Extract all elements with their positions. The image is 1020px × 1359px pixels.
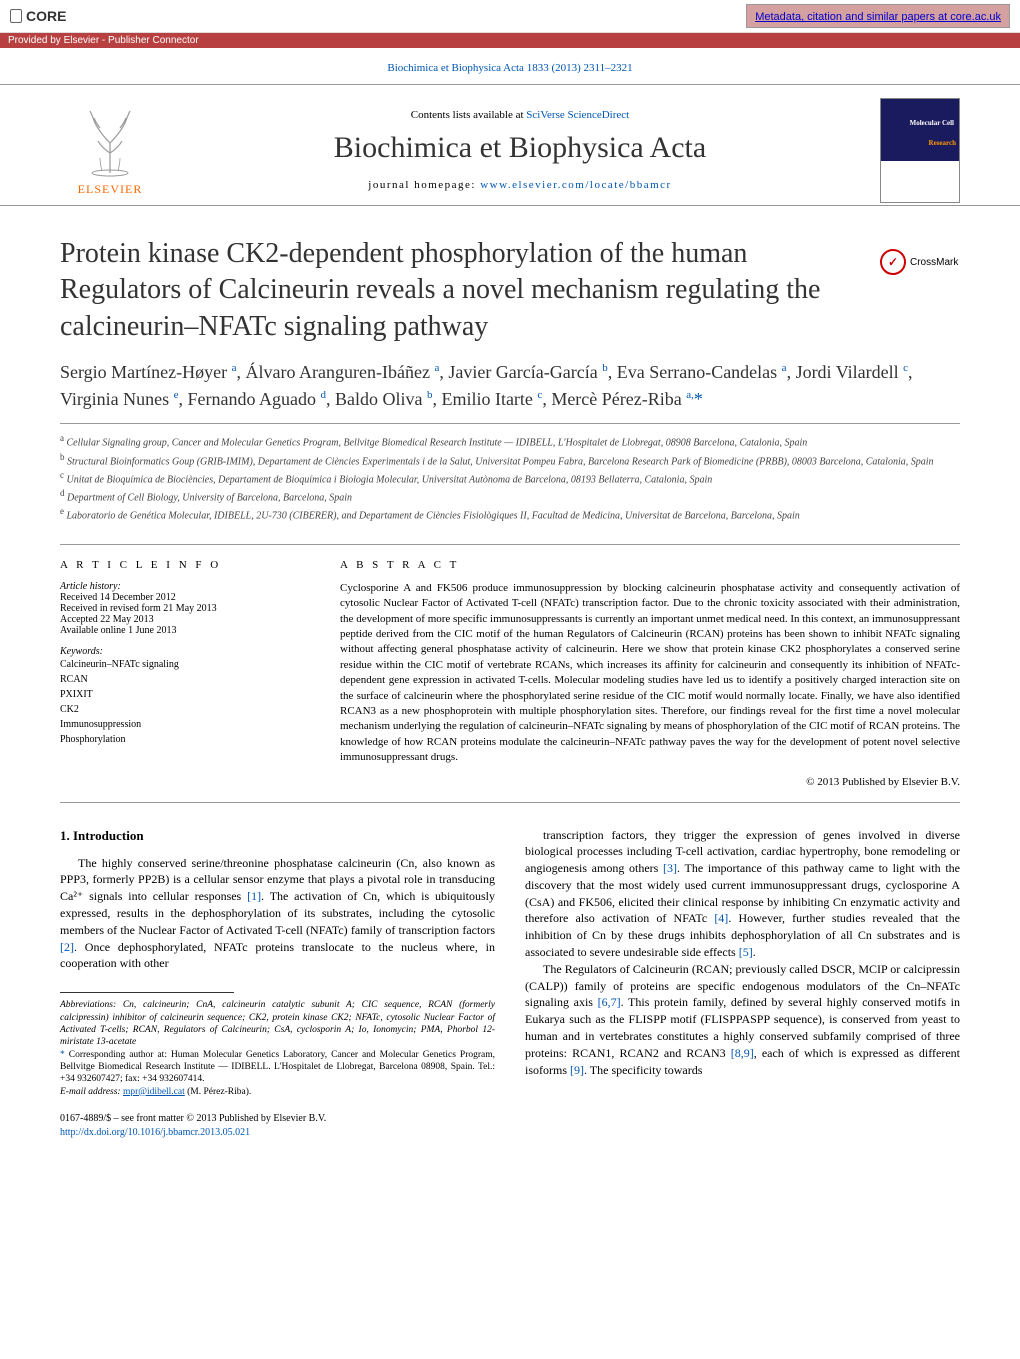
keyword-item: Phosphorylation [60, 732, 300, 747]
authors: Sergio Martínez-Høyer a, Álvaro Arangure… [60, 359, 960, 413]
journal-citation-link[interactable]: Biochimica et Biophysica Acta 1833 (2013… [387, 62, 632, 74]
core-metadata-box: Metadata, citation and similar papers at… [746, 4, 1010, 28]
abstract: A B S T R A C T Cyclosporine A and FK506… [340, 559, 960, 788]
keyword-item: RCAN [60, 672, 300, 687]
journal-cover: Molecular Cell Research [880, 98, 960, 203]
elsevier-tree-icon [70, 103, 150, 178]
history-revised: Received in revised form 21 May 2013 [60, 603, 300, 614]
body-para-3: The Regulators of Calcineurin (RCAN; pre… [525, 961, 960, 1079]
article-title-row: Protein kinase CK2-dependent phosphoryla… [60, 236, 960, 345]
ref-link[interactable]: [2] [60, 940, 74, 954]
affiliation-d: d Department of Cell Biology, University… [60, 487, 960, 505]
cover-text: Molecular Cell [910, 119, 954, 127]
article-info: A R T I C L E I N F O Article history: R… [60, 559, 300, 788]
article-meta: A R T I C L E I N F O Article history: R… [60, 544, 960, 803]
keywords-label: Keywords: [60, 646, 300, 657]
footnotes: Abbreviations: Cn, calcineurin; CnA, cal… [60, 999, 495, 1098]
info-heading: A R T I C L E I N F O [60, 559, 300, 571]
crossmark-badge[interactable]: ✓ CrossMark [880, 242, 960, 282]
affiliation-c: c Unitat de Bioquímica de Biociències, D… [60, 469, 960, 487]
core-logo: CORE [10, 8, 66, 24]
footnote-divider [60, 992, 234, 993]
column-left: 1. Introduction The highly conserved ser… [60, 827, 495, 1141]
keyword-item: Calcineurin–NFATc signaling [60, 657, 300, 672]
history-accepted: Accepted 22 May 2013 [60, 614, 300, 625]
elsevier-logo: ELSEVIER [60, 95, 160, 205]
abstract-text: Cyclosporine A and FK506 produce immunos… [340, 581, 960, 766]
footnote-abbreviations: Abbreviations: Cn, calcineurin; CnA, cal… [60, 999, 495, 1048]
core-metadata-link[interactable]: Metadata, citation and similar papers at… [755, 11, 1001, 23]
keyword-item: CK2 [60, 702, 300, 717]
journal-homepage: journal homepage: www.elsevier.com/locat… [160, 179, 880, 191]
section-heading: 1. Introduction [60, 827, 495, 845]
crossmark-icon: ✓ [880, 249, 906, 275]
footnote-email: E-mail address: mpr@idibell.cat (M. Pére… [60, 1086, 495, 1098]
elsevier-text: ELSEVIER [78, 182, 143, 197]
issn-line: 0167-4889/$ – see front matter © 2013 Pu… [60, 1112, 495, 1126]
keyword-item: PXIXIT [60, 687, 300, 702]
ref-link[interactable]: [8,9] [731, 1046, 754, 1060]
ref-link[interactable]: [4] [714, 911, 728, 925]
affiliations: a Cellular Signaling group, Cancer and M… [60, 423, 960, 524]
contents-list: Contents lists available at SciVerse Sci… [160, 109, 880, 121]
homepage-label: journal homepage: [368, 179, 480, 191]
doi-link[interactable]: http://dx.doi.org/10.1016/j.bbamcr.2013.… [60, 1127, 250, 1138]
crossmark-text: CrossMark [910, 257, 958, 268]
journal-title: Biochimica et Biophysica Acta [160, 131, 880, 165]
core-logo-text: CORE [26, 8, 66, 24]
email-link[interactable]: mpr@idibell.cat [123, 1087, 185, 1097]
affiliation-a: a Cellular Signaling group, Cancer and M… [60, 432, 960, 450]
ref-link[interactable]: [1] [247, 889, 261, 903]
abstract-copyright: © 2013 Published by Elsevier B.V. [340, 776, 960, 788]
keywords-list: Calcineurin–NFATc signalingRCANPXIXITCK2… [60, 657, 300, 747]
history-label: Article history: [60, 581, 300, 592]
affiliation-e: e Laboratorio de Genética Molecular, IDI… [60, 505, 960, 523]
provided-by-bar: Provided by Elsevier - Publisher Connect… [0, 33, 1020, 48]
history-online: Available online 1 June 2013 [60, 625, 300, 636]
ref-link[interactable]: [5] [739, 945, 753, 959]
journal-header: ELSEVIER Contents lists available at Sci… [0, 84, 1020, 206]
bottom-info: 0167-4889/$ – see front matter © 2013 Pu… [60, 1112, 495, 1140]
affiliation-b: b Structural Bioinformatics Goup (GRIB-I… [60, 451, 960, 469]
journal-center: Contents lists available at SciVerse Sci… [160, 109, 880, 191]
journal-citation: Biochimica et Biophysica Acta 1833 (2013… [0, 48, 1020, 84]
article-title: Protein kinase CK2-dependent phosphoryla… [60, 236, 860, 345]
keyword-item: Immunosuppression [60, 717, 300, 732]
column-right: transcription factors, they trigger the … [525, 827, 960, 1141]
homepage-url[interactable]: www.elsevier.com/locate/bbamcr [480, 179, 672, 191]
contents-text: Contents lists available at [411, 109, 526, 121]
footnote-corresponding: * Corresponding author at: Human Molecul… [60, 1049, 495, 1086]
sciencedirect-link[interactable]: SciVerse ScienceDirect [526, 109, 629, 121]
ref-link[interactable]: [3] [663, 861, 677, 875]
history-received: Received 14 December 2012 [60, 592, 300, 603]
ref-link[interactable]: [9] [570, 1063, 584, 1077]
body-para-2: transcription factors, they trigger the … [525, 827, 960, 961]
core-icon [10, 9, 22, 23]
body-content: 1. Introduction The highly conserved ser… [60, 827, 960, 1141]
article-content: Protein kinase CK2-dependent phosphoryla… [0, 206, 1020, 1160]
cover-orange: Research [929, 139, 956, 147]
body-para-1: The highly conserved serine/threonine ph… [60, 855, 495, 973]
abstract-heading: A B S T R A C T [340, 559, 960, 571]
ref-link[interactable]: [6,7] [598, 995, 621, 1009]
core-banner: CORE Metadata, citation and similar pape… [0, 0, 1020, 33]
